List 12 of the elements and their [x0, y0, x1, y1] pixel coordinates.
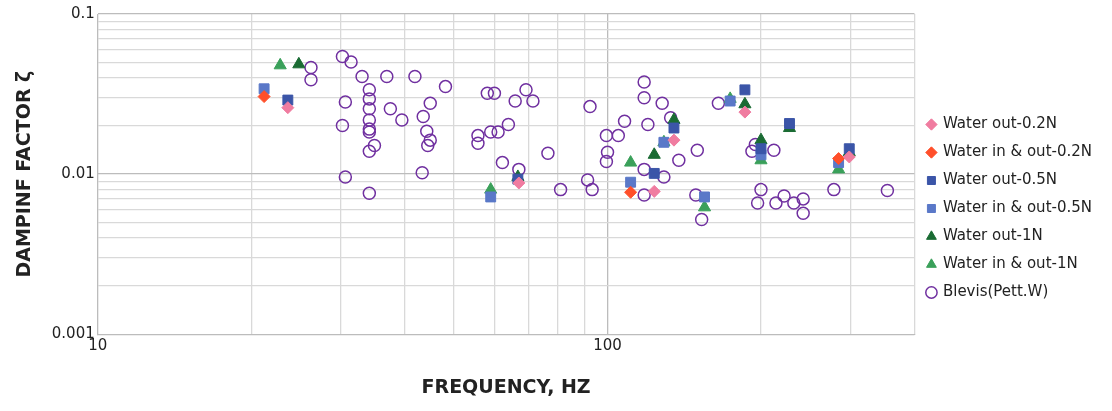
legend-label: Water out-0.2N — [942, 114, 1058, 133]
y-tick-label: 0.01 — [61, 163, 95, 182]
legend-label: Water in & out-0.2N — [942, 142, 1093, 161]
legend-label: Blevis(Pett.W) — [942, 282, 1049, 301]
legend-label: Water out-0.5N — [942, 170, 1058, 189]
legend-label: Water in & out-1N — [942, 254, 1078, 273]
y-tick-label: 0.1 — [70, 3, 95, 22]
y-axis-title: DAMPINF FACTOR ζ — [12, 70, 35, 278]
x-tick-label: 100 — [593, 336, 622, 355]
legend-label: Water out-1N — [942, 226, 1043, 245]
x-axis-title: FREQUENCY, HZ — [421, 374, 591, 397]
legend-label: Water in & out-0.5N — [942, 198, 1093, 217]
